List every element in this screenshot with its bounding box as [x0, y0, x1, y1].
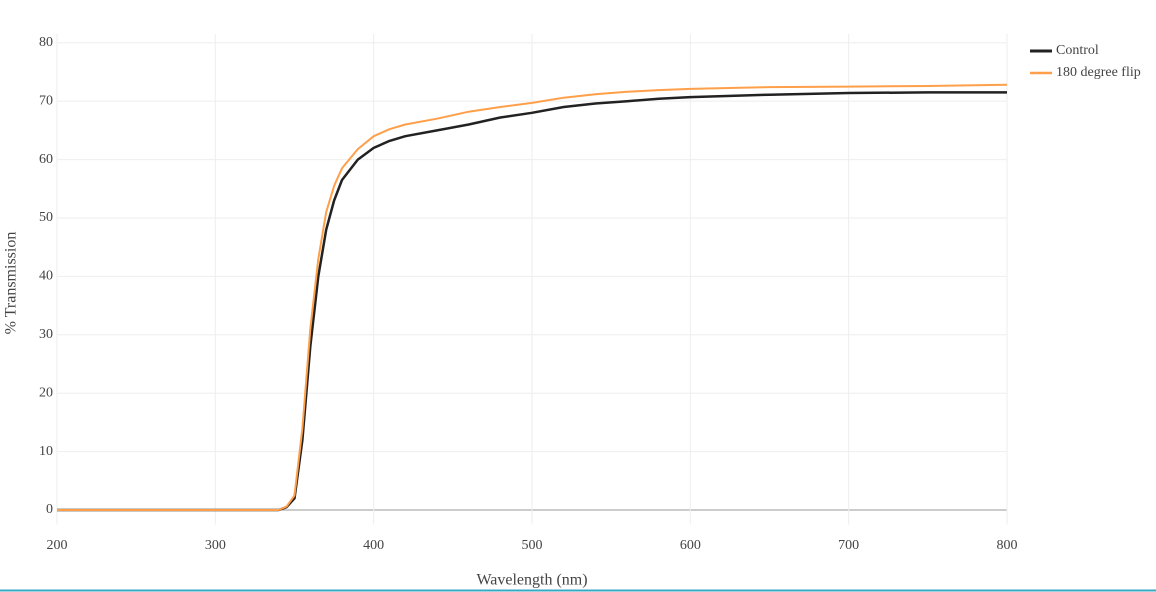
x-tick-label: 400	[363, 538, 384, 553]
y-tick-label: 80	[39, 35, 53, 50]
x-tick-label: 600	[680, 538, 701, 553]
x-tick-label: 700	[838, 538, 859, 553]
y-tick-label: 30	[39, 327, 53, 342]
x-axis-title: Wavelength (nm)	[476, 572, 587, 589]
x-tick-label: 300	[205, 538, 226, 553]
y-tick-label: 50	[39, 210, 53, 225]
y-tick-label: 70	[39, 93, 53, 108]
x-tick-label: 200	[47, 538, 68, 553]
y-tick-label: 20	[39, 385, 53, 400]
y-axis-title: % Transmission	[3, 232, 20, 335]
legend-label: 180 degree flip	[1056, 65, 1141, 80]
y-tick-label: 0	[46, 502, 53, 517]
legend-label: Control	[1056, 43, 1099, 58]
y-tick-label: 10	[39, 444, 53, 459]
y-tick-label: 60	[39, 152, 53, 167]
series-line	[57, 83, 1008, 511]
x-tick-label: 800	[997, 538, 1018, 553]
y-tick-label: 40	[39, 269, 53, 284]
series-line	[57, 91, 1007, 512]
x-tick-label: 500	[522, 538, 543, 553]
